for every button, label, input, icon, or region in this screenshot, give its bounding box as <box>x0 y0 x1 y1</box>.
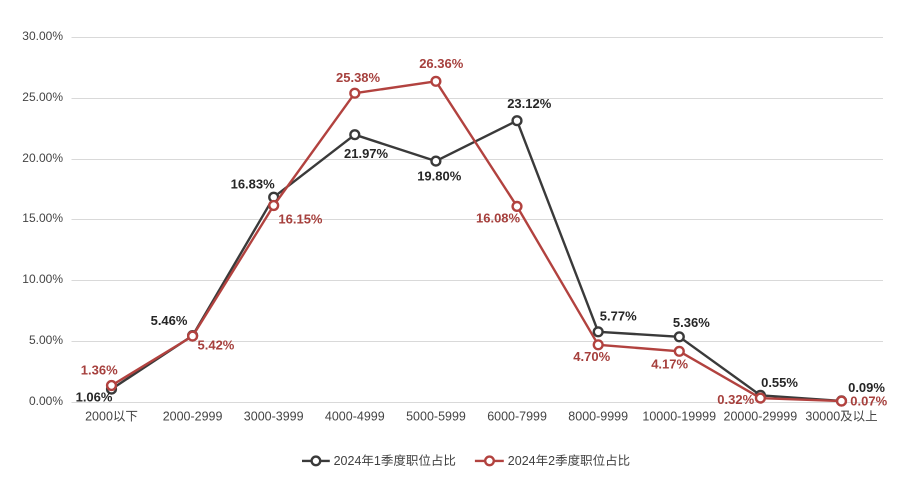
svg-text:2: 2 <box>548 454 555 468</box>
svg-text:3000-3999: 3000-3999 <box>244 410 304 424</box>
svg-text:1.06%: 1.06% <box>76 390 113 405</box>
svg-text:21.97%: 21.97% <box>344 146 389 161</box>
svg-text:15.00%: 15.00% <box>22 211 63 225</box>
svg-text:5.77%: 5.77% <box>600 309 637 324</box>
svg-text:19.80%: 19.80% <box>417 168 462 183</box>
svg-text:0.07%: 0.07% <box>850 393 887 408</box>
svg-text:16.83%: 16.83% <box>231 176 276 191</box>
svg-text:10.00%: 10.00% <box>22 272 63 286</box>
svg-text:25.00%: 25.00% <box>22 90 63 104</box>
svg-text:2024: 2024 <box>334 454 362 468</box>
svg-text:5.46%: 5.46% <box>151 313 188 328</box>
svg-text:4.17%: 4.17% <box>651 356 688 371</box>
svg-text:23.12%: 23.12% <box>507 96 552 111</box>
svg-text:10000-19999: 10000-19999 <box>642 410 716 424</box>
svg-text:4.70%: 4.70% <box>573 349 610 364</box>
svg-text:5.42%: 5.42% <box>198 338 235 353</box>
svg-text:0.32%: 0.32% <box>717 392 754 407</box>
svg-text:25.38%: 25.38% <box>336 70 381 85</box>
svg-text:6000-7999: 6000-7999 <box>487 410 547 424</box>
svg-text:2024: 2024 <box>508 454 536 468</box>
svg-text:8000-9999: 8000-9999 <box>568 410 628 424</box>
svg-text:1.36%: 1.36% <box>81 363 118 378</box>
svg-text:16.08%: 16.08% <box>476 210 521 225</box>
svg-text:16.15%: 16.15% <box>278 212 323 227</box>
svg-text:20000-29999: 20000-29999 <box>724 410 798 424</box>
svg-text:5.36%: 5.36% <box>673 315 710 330</box>
svg-text:0.09%: 0.09% <box>848 380 885 395</box>
svg-text:5000-5999: 5000-5999 <box>406 410 466 424</box>
svg-text:0.55%: 0.55% <box>761 375 798 390</box>
svg-text:4000-4999: 4000-4999 <box>325 410 385 424</box>
svg-text:20.00%: 20.00% <box>22 151 63 165</box>
svg-text:30000: 30000 <box>805 410 840 424</box>
svg-text:26.36%: 26.36% <box>419 56 464 71</box>
svg-text:2000-2999: 2000-2999 <box>163 410 223 424</box>
svg-text:5.00%: 5.00% <box>29 333 63 347</box>
svg-text:1: 1 <box>374 454 381 468</box>
svg-text:30.00%: 30.00% <box>22 29 63 43</box>
svg-text:0.00%: 0.00% <box>29 394 63 408</box>
svg-text:2000: 2000 <box>85 410 113 424</box>
